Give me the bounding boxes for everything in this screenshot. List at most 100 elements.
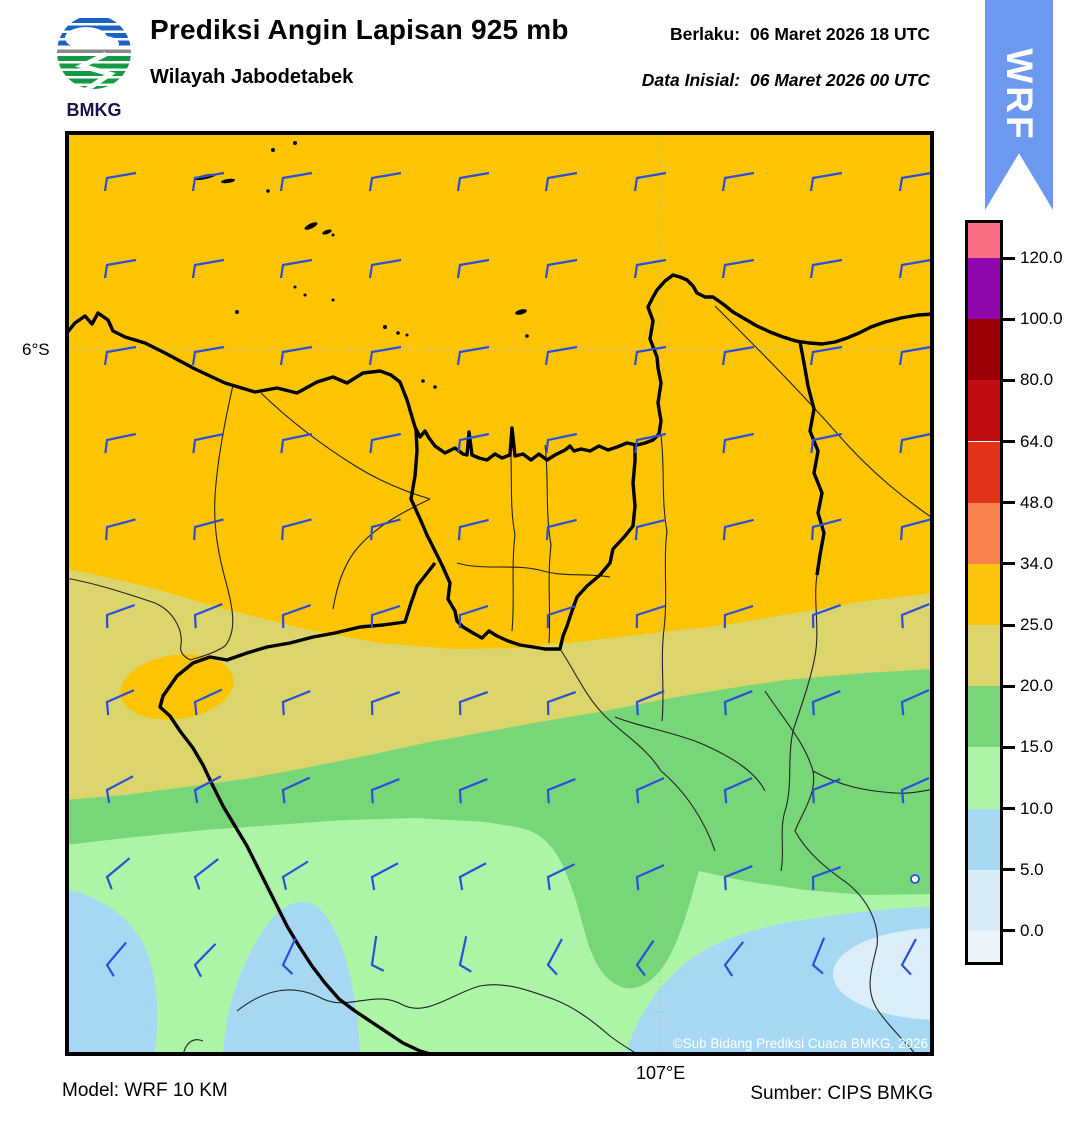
wind-barb	[635, 864, 665, 891]
wind-barb	[544, 258, 578, 279]
colorbar-segment	[968, 441, 1000, 503]
colorbar-segment	[968, 686, 1000, 748]
wind-barb	[458, 936, 472, 973]
west-boundary	[158, 561, 438, 1058]
wind-barb	[456, 345, 490, 366]
wind-barb	[721, 345, 755, 366]
wind-barb	[633, 258, 667, 279]
wind-barb	[105, 775, 134, 804]
colorbar-tick-label: 34.0	[1020, 553, 1054, 573]
jakarta-boundary	[409, 428, 637, 651]
wind-barb	[281, 518, 312, 541]
wind-barb	[105, 518, 136, 541]
admin-boundaries	[64, 305, 935, 1057]
lon-tick-label: 107°E	[636, 1063, 686, 1083]
colorbar-segment	[968, 563, 1000, 625]
wind-barb	[899, 432, 932, 454]
initial-time-value: 06 Maret 2026 00 UTC	[750, 70, 930, 90]
wind-barb	[368, 258, 402, 279]
wind-barb	[900, 603, 930, 629]
wind-barb	[105, 604, 136, 629]
colorbar-tick	[1003, 868, 1015, 872]
wind-barb	[811, 604, 842, 629]
wind-barb	[104, 432, 137, 454]
colorbar-tick-label: 120.0	[1020, 248, 1063, 267]
colorbar-tick	[1003, 256, 1015, 260]
blue-band-southeast	[625, 907, 934, 1056]
wind-barb	[723, 865, 753, 891]
wind-barb	[898, 345, 932, 366]
initial-time-line: Data Inisial: 06 Maret 2026 00 UTC	[642, 70, 930, 91]
wind-barb	[633, 171, 667, 192]
bmkg-logo-label: BMKG	[67, 100, 122, 120]
wind-barb	[723, 941, 745, 977]
colorbar-segment	[968, 380, 1000, 442]
wind-barb	[546, 863, 575, 891]
wind-barb	[722, 518, 754, 541]
colorbar-segment	[968, 223, 1000, 258]
footer-model: Model: WRF 10 KM	[62, 1080, 228, 1101]
wind-barb	[193, 775, 222, 804]
wind-barb	[458, 604, 489, 629]
wind-barb	[458, 862, 487, 891]
wind-barb	[368, 171, 402, 192]
wind-barb	[279, 258, 313, 279]
wind-barb	[105, 857, 131, 890]
wind-barb	[281, 937, 297, 975]
wind-barb	[900, 518, 931, 541]
colorbar-tick-label: 5.0	[1020, 859, 1044, 879]
wind-barb	[457, 432, 490, 454]
wind-barb	[635, 604, 666, 629]
wind-map: ©Sub Bidang Prediksi Cuaca BMKG, 2026	[63, 131, 1049, 1058]
footer-source: Sumber: CIPS BMKG	[750, 1083, 933, 1104]
calm-wind-marker	[910, 874, 920, 884]
colorbar-tick-label: 48.0	[1020, 492, 1054, 512]
wind-barb	[370, 604, 401, 629]
valid-time-value: 06 Maret 2026 18 UTC	[750, 24, 930, 44]
map-copyright: ©Sub Bidang Prediksi Cuaca BMKG, 2026	[673, 1036, 928, 1051]
colorbar-segment	[968, 502, 1000, 564]
wind-barbs	[103, 171, 932, 978]
colorbar-tick	[1003, 807, 1015, 811]
colorbar-tick-label: 10.0	[1020, 798, 1054, 818]
wind-barb	[368, 345, 402, 366]
wind-barb	[633, 345, 667, 366]
wind-barb	[723, 690, 753, 716]
wind-barb	[898, 258, 932, 279]
valid-time-label: Berlaku:	[670, 24, 741, 44]
wind-barb	[900, 777, 930, 804]
wind-barb	[721, 258, 755, 279]
wind-barb	[192, 432, 225, 454]
wind-barb	[280, 432, 313, 454]
wind-barb	[191, 171, 225, 192]
wind-barb	[635, 690, 665, 716]
wind-barb	[635, 940, 655, 977]
wind-barb	[811, 690, 841, 716]
wind-barb	[544, 345, 578, 366]
colorbar-tick-label: 25.0	[1020, 615, 1054, 635]
wind-barb	[545, 518, 577, 541]
colorbar-tick	[1003, 929, 1015, 933]
wind-barb	[546, 691, 577, 716]
wind-barb	[809, 171, 843, 192]
wind-barb	[721, 171, 755, 192]
wind-barb	[634, 432, 667, 454]
colorbar-tick	[1003, 317, 1015, 321]
colorbar-segment	[968, 625, 1000, 687]
wind-barb	[105, 689, 135, 716]
wind-barb	[281, 690, 311, 716]
blue-pocket-south-center	[223, 901, 360, 1056]
gold-pocket	[120, 654, 234, 720]
wind-barb	[809, 345, 843, 366]
bmkg-logo-graphic: BMKG	[57, 15, 131, 120]
wind-barb	[546, 604, 577, 629]
colorbar-tick-label: 100.0	[1020, 309, 1063, 329]
coastline	[63, 273, 935, 462]
page-title: Prediksi Angin Lapisan 925 mb	[150, 14, 569, 45]
valid-time-line: Berlaku: 06 Maret 2026 18 UTC	[670, 24, 930, 45]
wind-barb	[811, 778, 841, 804]
wind-barb	[635, 777, 665, 804]
wind-barb	[809, 258, 843, 279]
wind-barb	[546, 938, 563, 976]
